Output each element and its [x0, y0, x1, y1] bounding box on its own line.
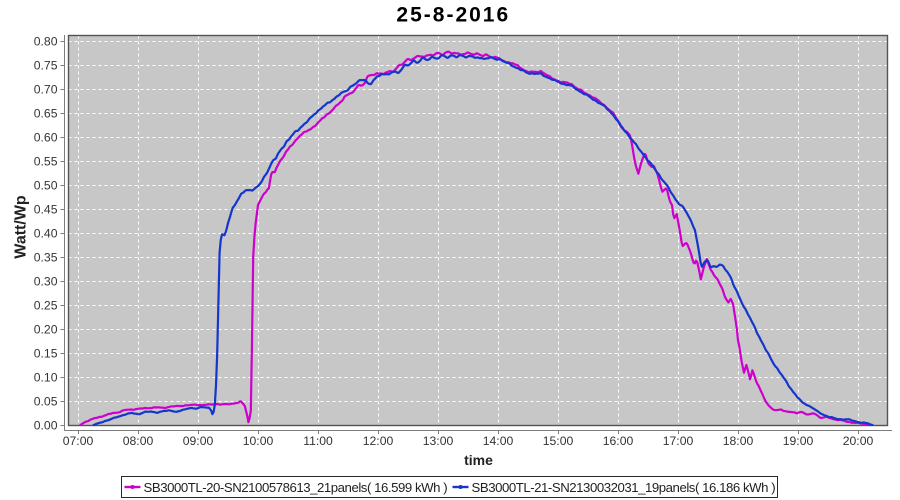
- svg-text:Watt/Wp: Watt/Wp: [13, 195, 30, 259]
- svg-text:15:00: 15:00: [543, 434, 574, 448]
- svg-text:0.10: 0.10: [34, 370, 58, 384]
- svg-text:0.05: 0.05: [34, 394, 58, 408]
- svg-text:12:00: 12:00: [363, 434, 394, 448]
- svg-text:14:00: 14:00: [483, 434, 514, 448]
- svg-text:11:00: 11:00: [303, 434, 333, 448]
- svg-text:0.25: 0.25: [34, 298, 58, 312]
- svg-text:0.15: 0.15: [34, 346, 58, 360]
- svg-text:25-8-2016: 25-8-2016: [396, 3, 510, 26]
- svg-text:0.70: 0.70: [34, 82, 58, 96]
- svg-text:0.45: 0.45: [34, 202, 58, 216]
- svg-text:18:00: 18:00: [723, 434, 754, 448]
- svg-text:0.60: 0.60: [34, 130, 58, 144]
- svg-text:0.75: 0.75: [34, 58, 58, 72]
- svg-text:17:00: 17:00: [663, 434, 694, 448]
- svg-text:0.30: 0.30: [34, 274, 58, 288]
- svg-text:07:00: 07:00: [63, 434, 94, 448]
- svg-text:10:00: 10:00: [243, 434, 274, 448]
- svg-text:08:00: 08:00: [123, 434, 154, 448]
- svg-text:16:00: 16:00: [603, 434, 634, 448]
- svg-text:20:00: 20:00: [843, 434, 874, 448]
- svg-text:SB3000TL-21-SN2130032031_19pan: SB3000TL-21-SN2130032031_19panels( 16.18…: [472, 480, 776, 495]
- svg-text:0.40: 0.40: [34, 226, 58, 240]
- svg-text:19:00: 19:00: [783, 434, 814, 448]
- svg-text:0.20: 0.20: [34, 322, 58, 336]
- svg-text:0.35: 0.35: [34, 250, 58, 264]
- svg-text:0.00: 0.00: [34, 418, 58, 432]
- svg-text:13:00: 13:00: [423, 434, 454, 448]
- svg-text:0.55: 0.55: [34, 154, 58, 168]
- svg-text:09:00: 09:00: [183, 434, 214, 448]
- svg-text:SB3000TL-20-SN2100578613_21pan: SB3000TL-20-SN2100578613_21panels( 16.59…: [144, 480, 448, 495]
- svg-text:0.65: 0.65: [34, 106, 58, 120]
- svg-text:0.50: 0.50: [34, 178, 58, 192]
- svg-text:0.80: 0.80: [34, 34, 58, 48]
- svg-text:time: time: [464, 452, 493, 468]
